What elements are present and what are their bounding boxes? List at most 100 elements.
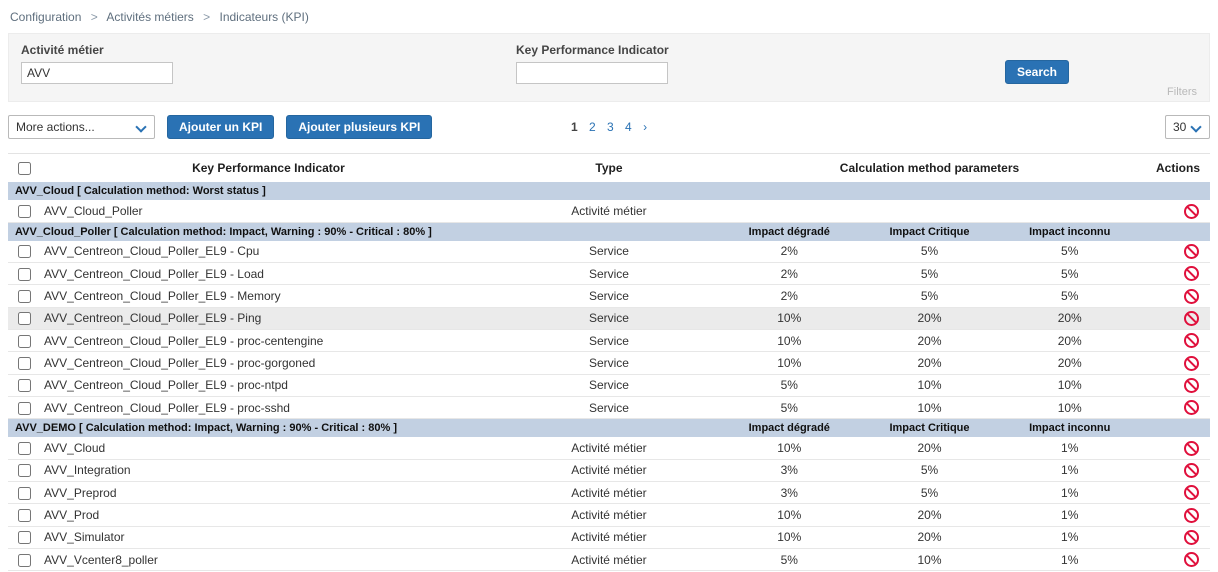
kpi-name[interactable]: AVV_Vcenter8_poller [38, 548, 499, 572]
kpi-type: Activité métier [498, 526, 720, 549]
page-number-4[interactable]: 4 [625, 120, 632, 134]
row-checkbox[interactable] [18, 464, 31, 478]
row-checkbox[interactable] [18, 334, 31, 348]
row-checkbox[interactable] [18, 509, 31, 523]
kpi-param-value: 20% [859, 307, 1000, 330]
page-number-3[interactable]: 3 [607, 120, 614, 134]
prohibited-icon[interactable] [1184, 310, 1199, 326]
kpi-param-value [999, 200, 1140, 223]
prohibited-icon[interactable] [1184, 266, 1199, 282]
row-checkbox[interactable] [18, 401, 31, 415]
kpi-type: Service [498, 284, 720, 308]
search-button[interactable]: Search [1004, 60, 1069, 84]
prohibited-icon[interactable] [1184, 377, 1199, 393]
row-checkbox-cell [8, 437, 39, 460]
group-title: AVV_Cloud_Poller [ Calculation method: I… [8, 222, 720, 241]
kpi-name[interactable]: AVV_Prod [38, 503, 499, 527]
row-checkbox[interactable] [18, 267, 31, 281]
prohibited-icon[interactable] [1184, 462, 1199, 478]
row-checkbox[interactable] [18, 486, 31, 500]
breadcrumb-activites-metiers[interactable]: Activités métiers [106, 10, 194, 24]
row-checkbox[interactable] [18, 357, 31, 371]
prohibited-icon[interactable] [1184, 529, 1199, 545]
kpi-name[interactable]: AVV_Centreon_Cloud_Poller_EL9 - proc-ntp… [38, 374, 499, 397]
kpi-name[interactable]: AVV_Centreon_Cloud_Poller_EL9 - Ping [38, 307, 499, 330]
add-kpi-button[interactable]: Ajouter un KPI [167, 115, 275, 139]
kpi-name[interactable]: AVV_Cloud [38, 437, 499, 460]
kpi-name[interactable]: AVV_Centreon_Cloud_Poller_EL9 - proc-cen… [38, 329, 499, 353]
row-checkbox-cell [8, 240, 39, 263]
row-actions [1139, 240, 1210, 263]
row-actions [1139, 307, 1210, 330]
row-checkbox[interactable] [18, 379, 31, 393]
prohibited-icon[interactable] [1184, 203, 1199, 219]
row-checkbox[interactable] [18, 290, 31, 304]
kpi-param-value: 10% [719, 307, 860, 330]
kpi-name[interactable]: AVV_Cloud_Poller [38, 200, 499, 223]
prohibited-icon[interactable] [1184, 485, 1199, 501]
kpi-param-value: 10% [719, 526, 860, 549]
page-size-select[interactable]: 30 [1166, 116, 1209, 138]
page-number-1[interactable]: 1 [570, 120, 578, 134]
kpi-name[interactable]: AVV_Centreon_Cloud_Poller_EL9 - Memory [38, 284, 499, 308]
prohibited-icon[interactable] [1184, 243, 1199, 259]
prohibited-icon[interactable] [1184, 507, 1199, 523]
kpi-param-value: 20% [859, 351, 1000, 375]
prohibited-icon[interactable] [1184, 552, 1199, 568]
more-actions-select[interactable]: More actions... [9, 116, 154, 138]
row-checkbox[interactable] [18, 442, 31, 456]
kpi-param-value: 20% [999, 351, 1140, 375]
kpi-row: AVV_Centreon_Cloud_Poller_EL9 - Memory Se… [8, 284, 1210, 308]
row-checkbox[interactable] [18, 205, 31, 219]
ba-filter-label: Activité métier [21, 43, 104, 57]
row-checkbox[interactable] [18, 312, 31, 326]
kpi-name[interactable]: AVV_Centreon_Cloud_Poller_EL9 - proc-ssh… [38, 396, 499, 420]
next-page-arrow[interactable]: › [643, 120, 648, 134]
kpi-type: Service [498, 351, 720, 375]
group-header-row: AVV_Cloud [ Calculation method: Worst st… [8, 182, 1210, 201]
row-actions [1139, 526, 1210, 549]
select-all-checkbox[interactable] [18, 162, 31, 176]
prohibited-icon[interactable] [1184, 400, 1199, 416]
param-column-header: Impact Critique [859, 418, 1000, 438]
kpi-param-value: 5% [719, 396, 860, 420]
breadcrumb-separator: > [203, 10, 211, 24]
kpi-name[interactable]: AVV_Centreon_Cloud_Poller_EL9 - Load [38, 262, 499, 286]
filters-link[interactable]: Filters [1167, 86, 1197, 98]
kpi-param-value: 2% [719, 284, 860, 308]
table-header-row: Key Performance Indicator Type Calculati… [8, 153, 1210, 183]
kpi-param-value: 20% [859, 503, 1000, 527]
kpi-name[interactable]: AVV_Centreon_Cloud_Poller_EL9 - Cpu [38, 240, 499, 263]
kpi-row: AVV_Centreon_Cloud_Poller_EL9 - proc-cen… [8, 329, 1210, 353]
kpi-param-value: 1% [999, 548, 1140, 572]
row-checkbox-cell [8, 329, 39, 353]
breadcrumb-indicateurs-kpi[interactable]: Indicateurs (KPI) [219, 10, 309, 24]
add-multiple-kpi-button[interactable]: Ajouter plusieurs KPI [286, 115, 433, 139]
prohibited-icon[interactable] [1184, 288, 1199, 304]
row-checkbox[interactable] [18, 245, 31, 259]
kpi-name[interactable]: AVV_Preprod [38, 481, 499, 505]
prohibited-icon[interactable] [1184, 355, 1199, 371]
kpi-param-value: 2% [719, 240, 860, 263]
kpi-param-value: 10% [859, 548, 1000, 572]
row-checkbox[interactable] [18, 531, 31, 545]
kpi-type: Service [498, 396, 720, 420]
more-actions-select-wrap: More actions... [8, 115, 155, 139]
kpi-filter-input[interactable] [516, 62, 668, 84]
row-checkbox-cell [8, 284, 39, 308]
kpi-name[interactable]: AVV_Simulator [38, 526, 499, 549]
breadcrumb-configuration[interactable]: Configuration [10, 10, 82, 24]
prohibited-icon[interactable] [1184, 440, 1199, 456]
row-checkbox-cell [8, 526, 39, 549]
kpi-param-value: 5% [859, 481, 1000, 505]
param-column-header: Impact Critique [859, 222, 1000, 241]
kpi-type: Activité métier [498, 503, 720, 527]
page-number-2[interactable]: 2 [588, 120, 596, 134]
prohibited-icon[interactable] [1184, 333, 1199, 349]
ba-filter-input[interactable] [21, 62, 173, 84]
kpi-name[interactable]: AVV_Centreon_Cloud_Poller_EL9 - proc-gor… [38, 351, 499, 375]
kpi-param-value: 10% [859, 374, 1000, 397]
row-actions [1139, 503, 1210, 527]
row-checkbox[interactable] [18, 553, 31, 567]
kpi-name[interactable]: AVV_Integration [38, 459, 499, 482]
